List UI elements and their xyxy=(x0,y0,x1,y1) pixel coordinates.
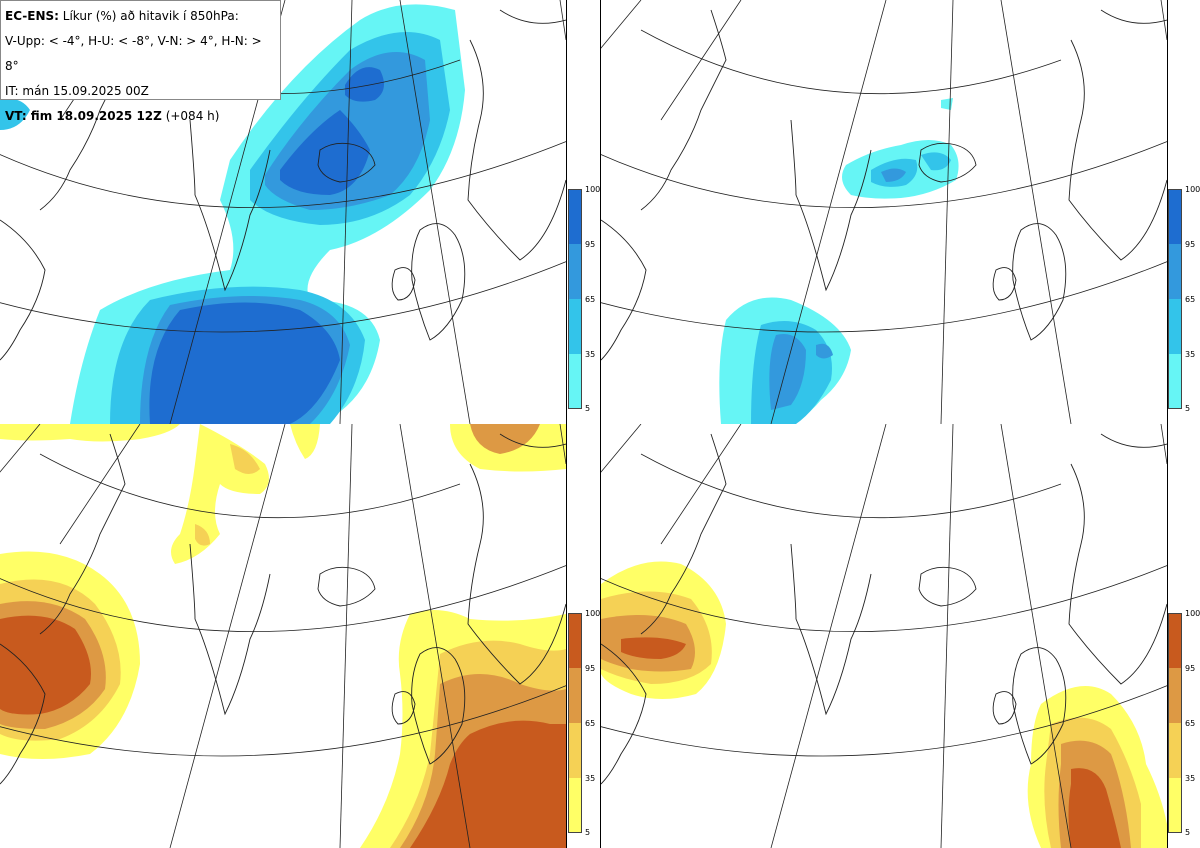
probability-shading xyxy=(0,424,566,848)
probability-field xyxy=(601,0,1167,424)
valid-time-line: VT: fim 18.09.2025 12Z (+084 h) xyxy=(5,104,276,129)
field-title: Líkur (%) að hitavik í 850hPa: xyxy=(58,9,239,23)
tick-35: 35 xyxy=(585,350,596,359)
probability-field xyxy=(0,424,566,848)
colorbar-lower-left: 100 95 65 35 5 xyxy=(568,609,600,837)
tick-100: 100 xyxy=(1185,609,1200,618)
colorbar-upper-left: 100 95 65 35 5 xyxy=(568,185,600,413)
map-panel-lower-left xyxy=(0,424,567,848)
tick-35: 35 xyxy=(1185,774,1196,783)
probability-shading xyxy=(0,4,465,424)
thresholds-line: V-Upp: < -4°, H-U: < -8°, V-N: > 4°, H-N… xyxy=(5,34,262,73)
model-name: EC-ENS: xyxy=(5,9,59,23)
lead-time: (+084 h) xyxy=(161,109,220,123)
probability-field xyxy=(601,424,1167,848)
tick-95: 95 xyxy=(1185,240,1196,249)
tick-35: 35 xyxy=(1185,350,1196,359)
colorbar-lower-right: 100 95 65 35 5 xyxy=(1168,609,1200,837)
init-time-line: IT: mán 15.09.2025 00Z xyxy=(5,84,149,98)
tick-100: 100 xyxy=(585,185,601,194)
map-info-box: EC-ENS: Líkur (%) að hitavik í 850hPa: V… xyxy=(0,0,281,123)
tick-5: 5 xyxy=(1185,404,1191,413)
tick-65: 65 xyxy=(585,295,596,304)
map-panel-lower-right xyxy=(600,424,1168,848)
probability-shading xyxy=(719,98,959,424)
map-panel-upper-left: EC-ENS: Líkur (%) að hitavik í 850hPa: V… xyxy=(0,0,567,425)
valid-time: VT: fim 18.09.2025 12Z xyxy=(5,109,162,123)
probability-shading xyxy=(601,561,1167,848)
tick-100: 100 xyxy=(585,609,601,618)
tick-95: 95 xyxy=(585,240,596,249)
tick-35: 35 xyxy=(585,774,596,783)
tick-65: 65 xyxy=(1185,295,1196,304)
tick-5: 5 xyxy=(1185,828,1191,837)
tick-95: 95 xyxy=(1185,664,1196,673)
info-title-line: EC-ENS: Líkur (%) að hitavik í 850hPa: xyxy=(5,4,276,29)
tick-65: 65 xyxy=(1185,719,1196,728)
tick-95: 95 xyxy=(585,664,596,673)
tick-5: 5 xyxy=(585,828,591,837)
colorbar-upper-right: 100 95 65 35 5 xyxy=(1168,185,1200,413)
tick-65: 65 xyxy=(585,719,596,728)
probability-field xyxy=(0,0,566,424)
tick-5: 5 xyxy=(585,404,591,413)
tick-100: 100 xyxy=(1185,185,1200,194)
map-panel-upper-right xyxy=(600,0,1168,425)
